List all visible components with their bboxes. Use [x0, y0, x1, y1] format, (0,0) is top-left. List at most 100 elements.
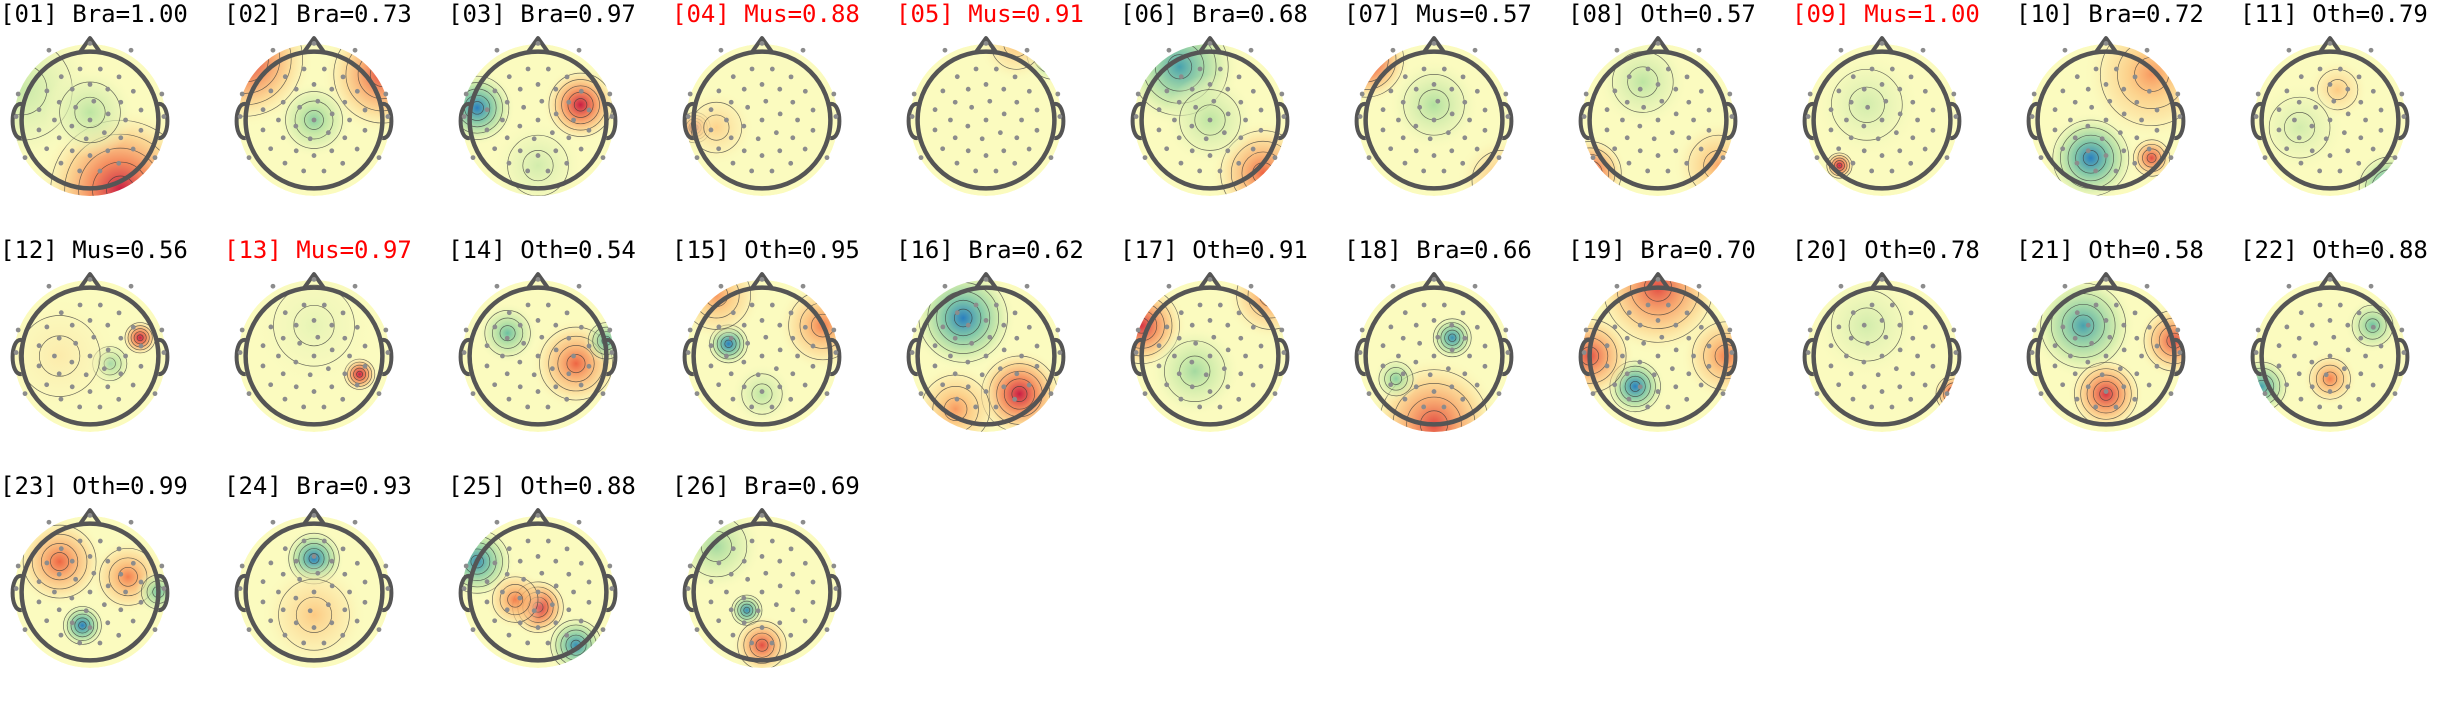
sensor-dot [1944, 155, 1950, 161]
sensor-dot [1258, 363, 1264, 369]
sensor-layout [13, 512, 167, 646]
sensor-dot [383, 327, 389, 333]
sensor-dot [1026, 146, 1032, 152]
sensor-dot [362, 343, 368, 349]
sensor-dot [1893, 130, 1899, 136]
sensor-dot [2276, 343, 2282, 349]
head-outline [243, 521, 385, 663]
sensor-dot [1720, 155, 1726, 161]
sensor-dot [1889, 66, 1895, 72]
sensor-dot [1869, 168, 1875, 174]
sensor-dot [2031, 327, 2037, 333]
sensor-dot [362, 107, 368, 113]
topomap-plot [2026, 272, 2186, 432]
sensor-dot [810, 107, 816, 113]
sensor-dot [97, 404, 103, 410]
sensor-dot [69, 86, 75, 92]
sensor-dot [759, 117, 765, 123]
sensor-dot [609, 586, 615, 591]
sensor-dot [1421, 66, 1427, 72]
sensor-dot [1272, 155, 1278, 161]
sensor-dot [1879, 82, 1885, 87]
sensor-dot [2072, 371, 2078, 377]
sensor-dot [58, 74, 64, 80]
sensor-dot [268, 382, 274, 388]
sensor-dot [2292, 353, 2297, 359]
sensor-dot [362, 599, 368, 605]
sensor-dot [77, 640, 83, 646]
left-ear-outline [1354, 102, 1367, 140]
sensor-dot [769, 640, 775, 646]
sensor-dot [340, 546, 346, 552]
topomap-grid: [01] Bra=1.00 [02] Bra=0.73 [03] Bra=0.97[… [0, 0, 2428, 668]
sensor-dot [1197, 66, 1203, 72]
sensor-dot [130, 560, 136, 566]
sensor-dot [909, 350, 915, 355]
sensor-layout [13, 40, 167, 174]
sensor-dot [759, 625, 765, 630]
sensor-dot [1848, 371, 1854, 377]
contour-line [295, 596, 333, 633]
contour-line [755, 638, 769, 652]
contour-line [1042, 44, 1062, 64]
sensor-dot [790, 607, 796, 613]
sensor-dot [1828, 107, 1834, 113]
sensor-dot [1850, 160, 1856, 166]
left-ear-outline [906, 102, 919, 140]
sensor-dot [824, 155, 830, 161]
sensor-dot [1922, 146, 1928, 152]
sensor-dot [315, 570, 321, 576]
sensor-dot [1655, 353, 1661, 359]
sensor-dot [741, 86, 747, 92]
sensor-dot [1910, 371, 1916, 377]
sensor-dot [2341, 130, 2347, 136]
sensor-dot [1012, 310, 1018, 316]
sensor-dot [1431, 40, 1437, 46]
sensor-dot [1238, 135, 1244, 141]
sensor-dot [87, 40, 93, 46]
contour-line [2082, 150, 2099, 166]
sensor-dot [2337, 302, 2343, 308]
right-ear-outline [605, 338, 618, 376]
sensor-dot [2392, 155, 2398, 161]
sensor-dot [2072, 135, 2078, 141]
sensor-dot [69, 148, 75, 154]
sensor-dot [1604, 343, 1610, 349]
sensor-dot [2378, 343, 2384, 349]
sensor-dot [15, 563, 21, 569]
sensor-dot [2031, 91, 2037, 97]
sensor-dot [329, 148, 335, 154]
sensor-dot [1686, 335, 1692, 341]
sensor-dot [1897, 86, 1903, 92]
sensor-layout [2253, 40, 2407, 174]
head-outline [1363, 285, 1505, 427]
head-outline [1811, 285, 1953, 427]
sensor-dot [1673, 86, 1679, 92]
sensor-dot [58, 632, 64, 638]
sensor-dot [56, 371, 62, 377]
contour-line [2377, 175, 2404, 196]
sensor-dot [329, 86, 335, 92]
sensor-dot [549, 602, 555, 608]
sensor-dot [461, 586, 467, 591]
contour-line [2358, 156, 2406, 196]
sensor-dot [246, 627, 252, 633]
sensor-dot [708, 599, 714, 605]
topomap-field [14, 516, 166, 668]
sensor-layout [2029, 40, 2183, 174]
sensor-dot [940, 146, 946, 152]
right-ear-outline [1949, 338, 1962, 376]
contour-line [953, 308, 973, 328]
sensor-dot [1805, 350, 1811, 355]
sensor-dot [2103, 40, 2109, 46]
sensor-dot [800, 519, 806, 525]
contour-line [1179, 89, 1241, 151]
component-title: [05] Mus=0.91 [896, 0, 1084, 28]
sensor-dot [2132, 74, 2138, 80]
sensor-dot [2331, 334, 2337, 340]
sensor-dot [1869, 302, 1875, 308]
sensor-dot [716, 324, 722, 330]
sensor-dot [578, 618, 584, 624]
sensor-dot [1897, 111, 1903, 117]
left-ear-outline [1130, 102, 1143, 140]
